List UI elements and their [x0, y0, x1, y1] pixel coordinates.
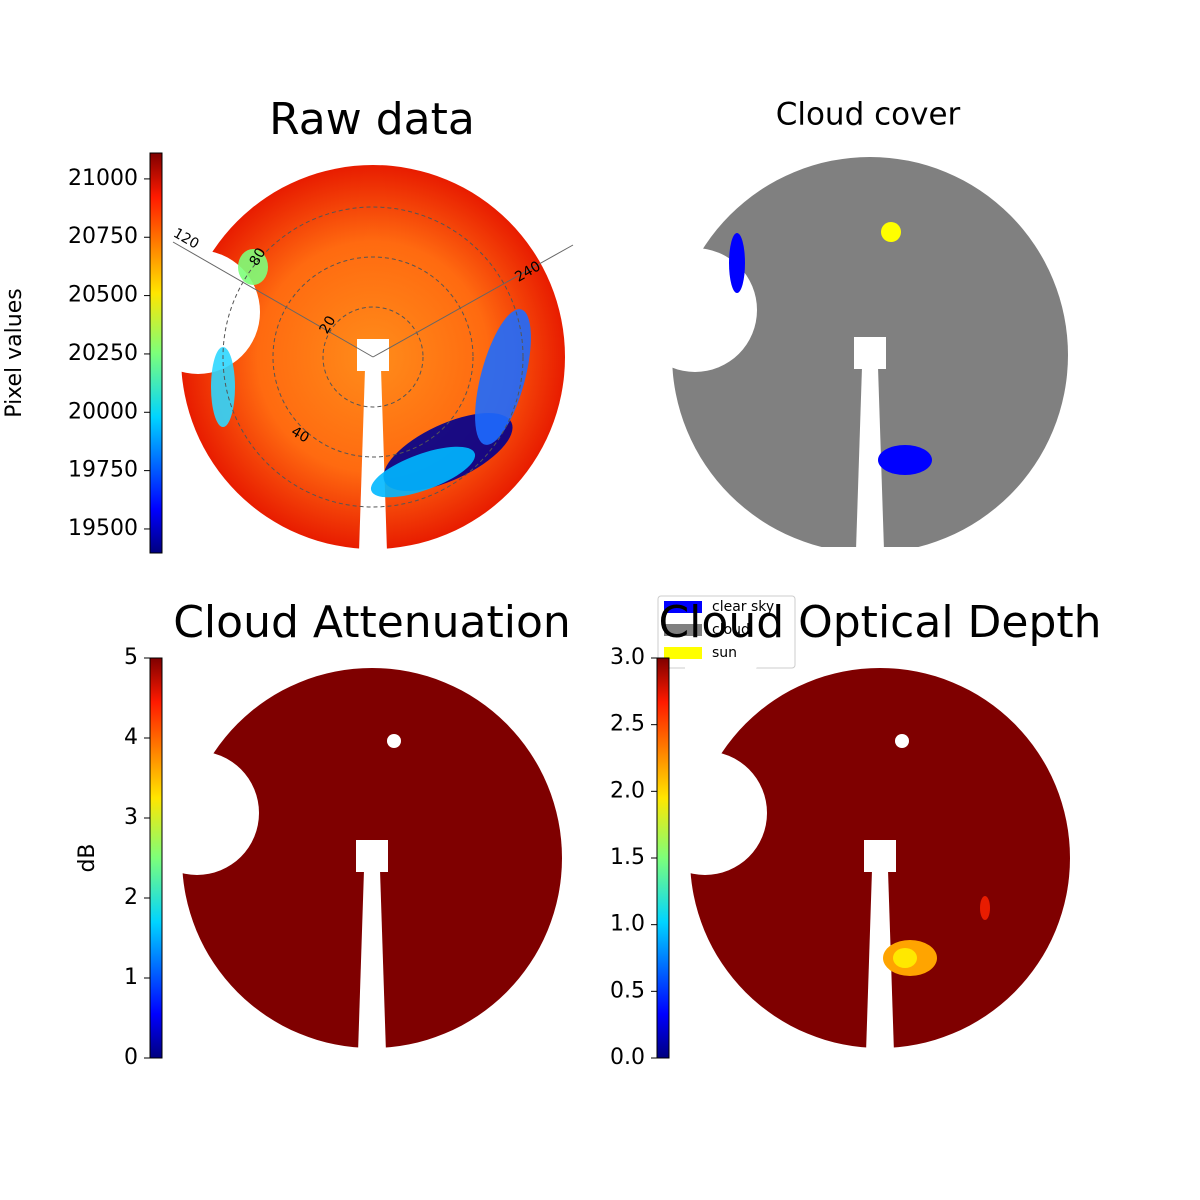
colorbar [656, 657, 670, 1059]
arm-mask [866, 870, 894, 1053]
polar-axis [172, 241, 374, 358]
colorbar-tick-label: 1.0 [610, 912, 645, 937]
horizon-mask [135, 751, 259, 875]
colorbar-tick-label: 1.5 [610, 845, 645, 870]
colorbar-tick-label: 19750 [68, 458, 138, 483]
colorbar-tick-label: 20750 [68, 224, 138, 249]
panel-title: Cloud cover [776, 97, 961, 133]
legend-label: clear sky [712, 599, 774, 615]
cloud-region [211, 347, 235, 427]
bottom-mask [176, 549, 570, 569]
legend-label: cloud [712, 622, 750, 638]
mount-mask [356, 840, 388, 872]
horizon-mask [633, 248, 757, 372]
cloud-region [475, 309, 531, 445]
polar-label: 20 [317, 313, 340, 336]
thin-cloud-region [893, 948, 917, 968]
colorbar-label: dB [75, 843, 100, 872]
colorbar-tick-label: 20000 [68, 399, 138, 424]
sky-image [633, 152, 1073, 567]
clear-sky-region [729, 233, 745, 293]
polar-label: 40 [288, 424, 311, 447]
horizon-mask [643, 751, 767, 875]
sky-image [135, 663, 567, 1070]
cloud-region [370, 446, 476, 498]
colorbar-tick-label: 4 [124, 725, 138, 750]
corner-mask [667, 152, 750, 265]
polar-ring [222, 206, 524, 508]
thin-cloud-region [980, 896, 990, 920]
colorbar-tick-label: 0 [124, 1045, 138, 1070]
bottom-mask [177, 1050, 567, 1070]
corner-mask [177, 663, 252, 768]
colorbar-tick-label: 2 [124, 885, 138, 910]
sky-image [136, 160, 570, 569]
panel-title: Cloud Attenuation [173, 597, 571, 648]
legend-swatch [664, 647, 702, 659]
mount-mask [864, 840, 896, 872]
bottom-mask [685, 1050, 1075, 1070]
clear-sky-region [878, 445, 932, 475]
arm-mask [856, 367, 884, 550]
panel-title: Cloud Optical Depth [658, 597, 1101, 648]
colorbar-tick-label: 19500 [68, 516, 138, 541]
polar-ring [272, 256, 474, 458]
colorbar-tick-label: 1 [124, 965, 138, 990]
colorbar-label: Pixel values [2, 288, 27, 417]
sky-image [643, 663, 1075, 1070]
colorbar-tick-label: 21000 [68, 166, 138, 191]
colorbar-tick-label: 20500 [68, 283, 138, 308]
arm-mask [358, 870, 386, 1053]
legend-label: sun [712, 645, 737, 661]
legend-swatch [664, 601, 702, 613]
horizon-mask [136, 250, 260, 374]
polar-ring [322, 306, 424, 408]
corner-mask [176, 160, 253, 267]
colorbar-tick-label: 2.0 [610, 778, 645, 803]
mount-mask [357, 339, 389, 371]
sun-mask [895, 734, 909, 748]
mount-mask [854, 337, 886, 369]
corner-mask [685, 663, 760, 768]
colorbar-tick-label: 20250 [68, 341, 138, 366]
bottom-mask [667, 547, 1073, 567]
colorbar-tick-label: 0.5 [610, 978, 645, 1003]
colorbar-tick-label: 5 [124, 645, 138, 670]
colorbar-tick-label: 0.0 [610, 1045, 645, 1070]
panel-title: Raw data [269, 94, 475, 145]
sun-region [881, 222, 901, 242]
colorbar-tick-label: 3.0 [610, 645, 645, 670]
legend: clear sky cloud sun [657, 595, 796, 669]
colorbar [149, 657, 163, 1059]
colorbar-tick-label: 3 [124, 805, 138, 830]
colorbar [149, 152, 163, 554]
polar-label: 80 [247, 245, 270, 268]
polar-axis [372, 244, 574, 358]
colorbar-tick-label: 2.5 [610, 712, 645, 737]
sun-mask [387, 734, 401, 748]
arm-mask [359, 369, 387, 552]
legend-swatch [664, 624, 702, 636]
